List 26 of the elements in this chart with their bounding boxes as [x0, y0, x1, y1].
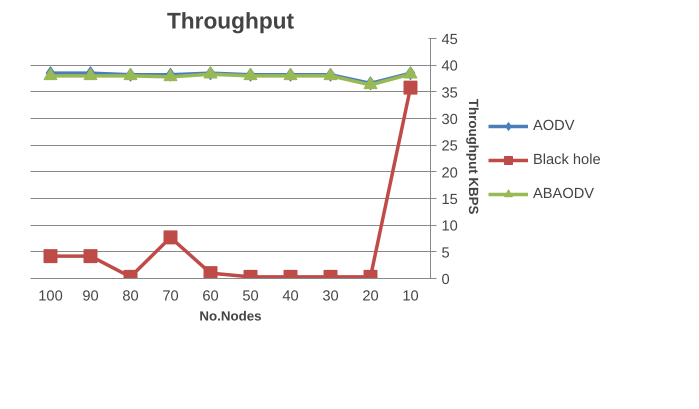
y-tick-label: 20 [442, 165, 458, 182]
y-tick-label: 10 [442, 218, 458, 235]
x-tick-label: 70 [162, 288, 179, 304]
x-tick-label: 50 [242, 288, 259, 304]
y-tick-label: 25 [442, 138, 458, 155]
x-tick-label: 20 [362, 288, 379, 304]
y-tick-label: 45 [442, 32, 458, 48]
y-tick-label: 0 [442, 272, 450, 288]
x-tick-label: 100 [38, 288, 63, 304]
legend-label: AODV [533, 118, 575, 134]
x-tick-label: 40 [282, 288, 299, 304]
x-tick-label: 90 [82, 288, 99, 304]
x-tick-label: 10 [402, 288, 419, 304]
x-tick-label: 30 [322, 288, 339, 304]
chart-title: Throughput [166, 8, 294, 34]
y-axis-title: Throughput KBPS [466, 98, 481, 215]
y-tick-label: 5 [442, 245, 450, 262]
legend-label: ABAODV [533, 186, 594, 202]
x-tick-label: 80 [122, 288, 139, 304]
x-tick-label: 60 [202, 288, 219, 304]
y-tick-label: 35 [442, 85, 458, 102]
y-tick-label: 30 [442, 112, 458, 128]
legend-label: Black hole [533, 152, 601, 168]
x-axis-title: No.Nodes [199, 308, 262, 324]
y-tick-label: 15 [442, 192, 458, 208]
y-tick-label: 40 [442, 58, 458, 75]
